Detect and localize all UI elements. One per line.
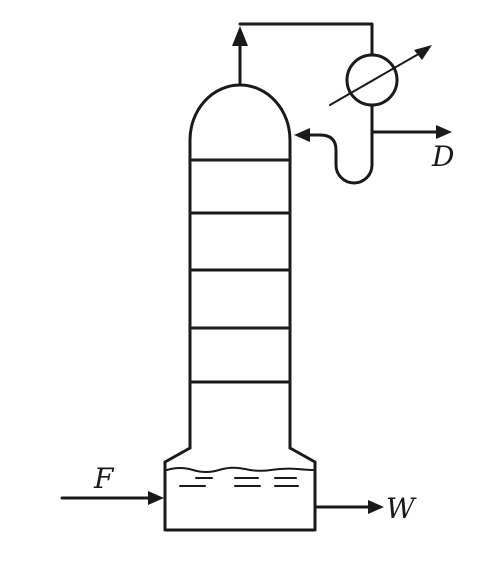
condensate-line (303, 103, 374, 185)
column-bottom-flare-left (163, 446, 192, 464)
column-shell (188, 83, 292, 450)
feed-arrow-icon (148, 491, 164, 505)
bottoms-label: W (386, 492, 417, 525)
distillate-arrow-icon (436, 125, 452, 139)
reflux-arrow-icon (294, 128, 310, 142)
column-bottom-flare-right (288, 446, 317, 464)
condenser-adjust-arrow-icon (414, 45, 432, 60)
vapor-arrow-icon (232, 26, 248, 46)
overhead-line (238, 22, 374, 57)
still-vessel (163, 460, 317, 532)
feed-label: F (93, 462, 115, 495)
condenser-diagonal (329, 51, 423, 106)
liquid-surface (166, 466, 314, 473)
distillate-label: D (431, 140, 454, 173)
bottoms-arrow-icon (368, 500, 384, 514)
